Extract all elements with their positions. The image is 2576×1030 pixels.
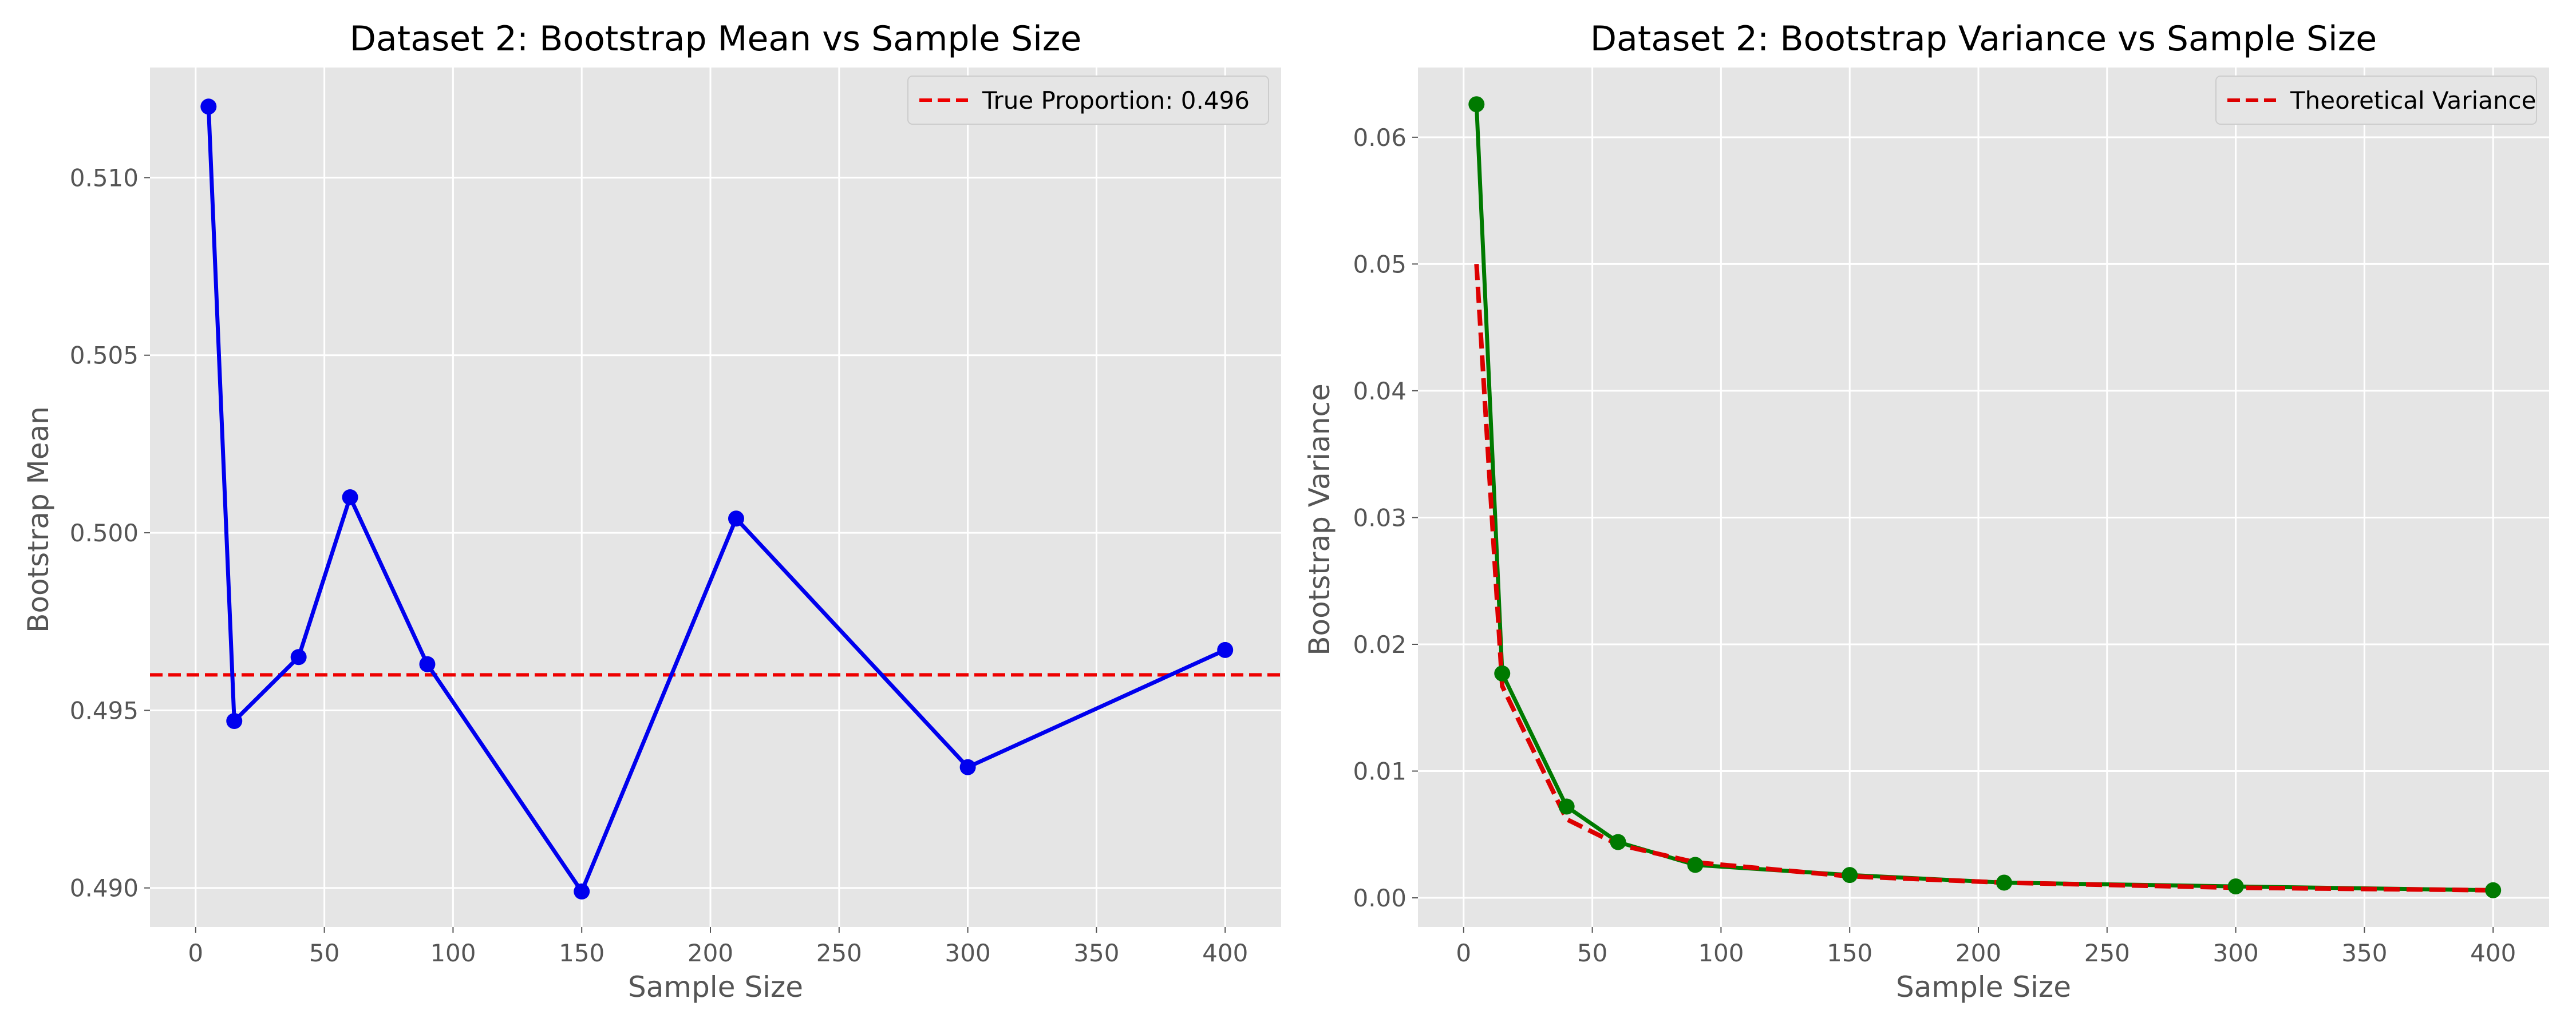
variance-series-line-1 (1474, 264, 2494, 893)
variance-x-tick-label: 400 (2470, 939, 2516, 967)
mean-data-point (290, 649, 307, 665)
mean-data-point (1217, 641, 1234, 658)
variance-y-tick-label: 0.05 (1353, 250, 1406, 278)
mean-chart-x-axis-label: Sample Size (628, 970, 803, 1004)
mean-y-tick-label: 0.510 (70, 164, 139, 192)
mean-x-tick-label: 100 (430, 939, 476, 967)
mean-data-point (226, 713, 243, 730)
variance-y-tick-label: 0.03 (1353, 504, 1406, 532)
variance-y-tick-label: 0.06 (1353, 124, 1406, 152)
mean-data-point (728, 510, 744, 527)
variance-chart-panel: Dataset 2: Bootstrap Variance vs Sample … (1303, 19, 2549, 1004)
variance-legend-box (2215, 76, 2537, 125)
variance-x-tick-label: 350 (2341, 939, 2387, 967)
variance-y-tick-label: 0.01 (1353, 758, 1406, 786)
mean-x-tick-label: 0 (188, 939, 203, 967)
variance-x-tick-label: 50 (1577, 939, 1607, 967)
mean-y-tick-label: 0.495 (70, 696, 139, 724)
mean-chart-y-axis-label: Bootstrap Mean (22, 406, 55, 633)
mean-data-point (342, 489, 358, 505)
mean-x-tick-label: 200 (688, 939, 733, 967)
mean-x-tick-label: 250 (816, 939, 862, 967)
variance-data-point (1687, 857, 1704, 873)
variance-chart-x-axis-label: Sample Size (1896, 970, 2071, 1004)
variance-x-tick-label: 300 (2213, 939, 2259, 967)
mean-y-tick-label: 0.505 (70, 342, 139, 370)
variance-y-tick-label: 0.02 (1353, 631, 1406, 659)
variance-data-point (1558, 798, 1575, 815)
variance-data-point (1468, 96, 1485, 113)
mean-y-tick-label: 0.490 (70, 874, 139, 902)
mean-data-point (419, 656, 436, 672)
variance-chart-title: Dataset 2: Bootstrap Variance vs Sample … (1590, 19, 2377, 59)
variance-data-point (1842, 867, 1858, 884)
mean-x-tick-label: 400 (1202, 939, 1248, 967)
mean-x-tick-label: 50 (309, 939, 339, 967)
mean-data-point (200, 98, 217, 115)
variance-legend: Theoretical Variance (2215, 76, 2537, 125)
mean-y-tick-label: 0.500 (70, 519, 139, 547)
mean-chart-panel: Dataset 2: Bootstrap Mean vs Sample Size… (22, 19, 1281, 1004)
mean-legend-label: True Proportion: 0.496 (982, 86, 1250, 114)
mean-legend-box (907, 76, 1269, 125)
variance-x-tick-label: 100 (1698, 939, 1744, 967)
variance-x-tick-label: 150 (1827, 939, 1872, 967)
mean-x-tick-label: 300 (945, 939, 991, 967)
mean-legend: True Proportion: 0.496 (907, 76, 1269, 125)
variance-y-tick-label: 0.04 (1353, 377, 1406, 405)
variance-chart-y-axis-label: Bootstrap Variance (1303, 383, 1336, 656)
variance-data-point (1494, 665, 1511, 682)
variance-plot-area (1418, 68, 2549, 927)
variance-x-tick-label: 0 (1456, 939, 1471, 967)
variance-y-tick-label: 0.00 (1353, 884, 1406, 912)
mean-plot-area (150, 68, 1281, 927)
variance-data-point (1996, 874, 2012, 891)
mean-chart-title: Dataset 2: Bootstrap Mean vs Sample Size (350, 19, 1082, 59)
variance-data-point (2485, 882, 2502, 898)
mean-x-tick-label: 350 (1073, 939, 1119, 967)
mean-data-point (959, 759, 976, 775)
variance-legend-label: Theoretical Variance (2290, 86, 2536, 114)
variance-x-tick-label: 200 (1955, 939, 2001, 967)
variance-x-tick-label: 250 (2084, 939, 2130, 967)
mean-x-tick-label: 150 (559, 939, 605, 967)
variance-data-point (1610, 834, 1626, 850)
variance-data-point (2227, 878, 2244, 895)
mean-data-point (574, 883, 590, 900)
